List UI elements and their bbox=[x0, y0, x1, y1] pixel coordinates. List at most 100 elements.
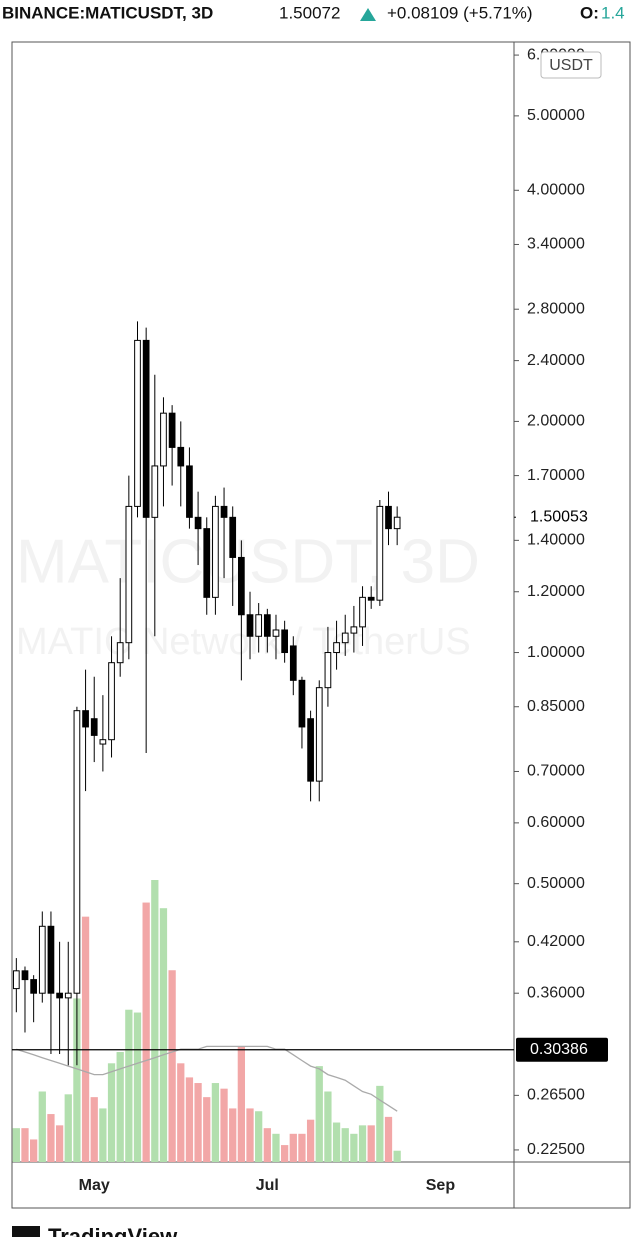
volume-bar bbox=[99, 1108, 107, 1162]
candle-body bbox=[220, 505, 228, 518]
candle-body bbox=[125, 505, 133, 644]
candle-body bbox=[116, 642, 124, 664]
plot bbox=[12, 321, 514, 1162]
candle-body bbox=[255, 614, 263, 637]
volume-bar bbox=[185, 1077, 194, 1162]
volume-bar bbox=[125, 1009, 133, 1162]
candle-body bbox=[376, 505, 384, 601]
volume-bar bbox=[220, 1088, 228, 1162]
y-tick-label: 4.00000 bbox=[527, 181, 585, 198]
hline-label: 0.30386 bbox=[530, 1041, 588, 1058]
symbol: BINANCE:MATICUSDT, 3D bbox=[2, 3, 213, 22]
volume-bar bbox=[73, 998, 81, 1162]
change: +0.08109 (+5.71%) bbox=[387, 3, 533, 22]
volume-bar bbox=[358, 1125, 367, 1162]
currency-box bbox=[540, 51, 602, 79]
volume-bar bbox=[263, 1128, 271, 1162]
candle-body bbox=[333, 642, 340, 654]
candle-body bbox=[12, 970, 20, 990]
candle-body bbox=[246, 614, 254, 637]
y-tick-label: 0.36000 bbox=[527, 984, 585, 1001]
logo: TradingView bbox=[12, 1224, 178, 1242]
volume-bar bbox=[133, 1012, 142, 1162]
logo-icon bbox=[12, 1226, 40, 1240]
y-tick-label: 1.40000 bbox=[527, 532, 585, 549]
y-tick-label: 5.00000 bbox=[527, 107, 585, 124]
volume-bar bbox=[229, 1108, 237, 1162]
x-tick-label: May bbox=[79, 1177, 110, 1194]
x-tick-label: Sep bbox=[426, 1177, 456, 1194]
candle-body bbox=[47, 925, 55, 994]
volume-bar bbox=[393, 1150, 401, 1162]
volume-bar bbox=[298, 1133, 306, 1162]
candle-body bbox=[238, 556, 245, 616]
candle-body bbox=[203, 528, 211, 598]
frame bbox=[11, 41, 631, 1209]
volume-bar bbox=[107, 1063, 116, 1162]
volume-bar bbox=[350, 1133, 358, 1162]
candle-body bbox=[177, 446, 185, 467]
candle-body bbox=[168, 412, 176, 448]
volume-bar bbox=[211, 1083, 220, 1162]
candle-body bbox=[281, 629, 288, 654]
volume-bar bbox=[64, 1094, 72, 1162]
open-label: O: bbox=[580, 3, 599, 22]
volume-bar bbox=[203, 1097, 211, 1162]
hline-label-box bbox=[516, 1037, 608, 1062]
candle-body bbox=[272, 629, 280, 637]
volume-bar bbox=[324, 1091, 332, 1162]
candle-body bbox=[289, 645, 297, 681]
open-value: 1.4 bbox=[601, 3, 625, 22]
up-arrow bbox=[360, 8, 376, 21]
volume-bar bbox=[332, 1122, 341, 1162]
candle-body bbox=[359, 596, 366, 628]
candle-body bbox=[263, 614, 271, 637]
candle-body bbox=[82, 710, 89, 728]
volume-bar bbox=[281, 1145, 289, 1162]
y-tick-label: 0.60000 bbox=[527, 814, 585, 831]
candle-body bbox=[90, 718, 98, 736]
watermark-group: MATICUSDT, 3D MATIC Network / TetherUS bbox=[16, 527, 480, 663]
candle-body bbox=[367, 596, 375, 601]
y-tick-label: 0.26500 bbox=[527, 1087, 585, 1104]
volume-bar bbox=[12, 1128, 20, 1162]
y-tick-label: 2.40000 bbox=[527, 352, 585, 369]
volume-bar bbox=[142, 902, 150, 1162]
candle-body bbox=[30, 979, 37, 994]
volume-bar bbox=[116, 1052, 124, 1162]
candle-body bbox=[212, 505, 219, 598]
y-tick-label: 0.50000 bbox=[527, 875, 585, 892]
y-tick-label: 1.00000 bbox=[527, 644, 585, 661]
last-price-label: 1.50053 bbox=[530, 508, 588, 525]
candle-body bbox=[350, 626, 358, 634]
last-price: 1.50072 bbox=[279, 3, 340, 22]
candle-body bbox=[151, 465, 159, 518]
price-axis: 6.000005.000004.000003.400002.800002.400… bbox=[79, 46, 608, 1194]
volume-bar bbox=[47, 1114, 55, 1162]
y-tick-label: 0.22500 bbox=[527, 1141, 585, 1158]
volume-bar bbox=[306, 1119, 315, 1162]
y-tick-label: 0.42000 bbox=[527, 933, 585, 950]
candle-body bbox=[56, 992, 63, 999]
volume-bar bbox=[194, 1083, 202, 1162]
volume-bar bbox=[30, 1139, 38, 1162]
logo-text: TradingView bbox=[48, 1224, 178, 1237]
x-tick-label: Jul bbox=[256, 1177, 279, 1194]
volume-bar bbox=[177, 1063, 185, 1162]
volume-bar bbox=[159, 908, 168, 1162]
candle-body bbox=[324, 652, 332, 689]
volume-bar bbox=[272, 1133, 280, 1162]
volume-bar bbox=[237, 1046, 245, 1162]
volume-bar bbox=[255, 1111, 263, 1162]
y-tick-label: 0.85000 bbox=[527, 698, 585, 715]
volume-bar bbox=[55, 1125, 64, 1162]
candle-body bbox=[341, 632, 349, 644]
volume-bar bbox=[341, 1128, 349, 1162]
y-tick-label: 1.70000 bbox=[527, 467, 585, 484]
candle-body bbox=[229, 516, 237, 558]
candle-body bbox=[194, 516, 202, 530]
volume-bar bbox=[384, 1116, 393, 1162]
volume-bar bbox=[168, 970, 176, 1162]
candle-body bbox=[307, 718, 314, 782]
